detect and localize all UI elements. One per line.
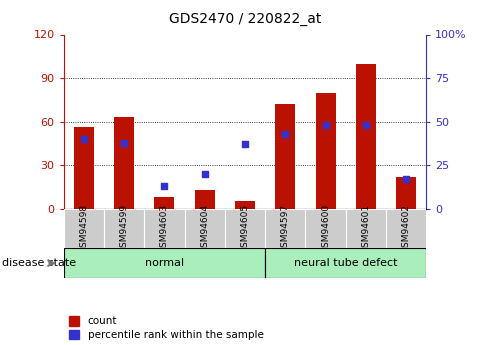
Text: GSM94603: GSM94603 <box>160 204 169 253</box>
Text: GSM94598: GSM94598 <box>79 204 88 253</box>
Bar <box>74 127 94 209</box>
FancyBboxPatch shape <box>104 209 144 248</box>
Text: normal: normal <box>145 258 184 268</box>
Text: neural tube defect: neural tube defect <box>294 258 397 268</box>
Text: GSM94600: GSM94600 <box>321 204 330 253</box>
FancyBboxPatch shape <box>386 209 426 248</box>
Text: disease state: disease state <box>2 258 76 268</box>
FancyBboxPatch shape <box>64 209 104 248</box>
Bar <box>114 117 134 209</box>
Legend: count, percentile rank within the sample: count, percentile rank within the sample <box>69 316 264 340</box>
Bar <box>396 177 416 209</box>
Text: GSM94602: GSM94602 <box>402 204 411 253</box>
FancyBboxPatch shape <box>305 209 346 248</box>
FancyBboxPatch shape <box>225 209 265 248</box>
FancyBboxPatch shape <box>144 209 185 248</box>
Text: GSM94605: GSM94605 <box>241 204 249 253</box>
Text: GSM94604: GSM94604 <box>200 204 209 253</box>
Text: GDS2470 / 220822_at: GDS2470 / 220822_at <box>169 12 321 26</box>
Text: GSM94597: GSM94597 <box>281 204 290 253</box>
Bar <box>356 63 376 209</box>
Point <box>201 171 209 177</box>
Point <box>321 122 329 128</box>
Text: GSM94599: GSM94599 <box>120 204 129 253</box>
FancyBboxPatch shape <box>346 209 386 248</box>
FancyBboxPatch shape <box>265 209 305 248</box>
Bar <box>316 92 336 209</box>
Point <box>362 122 370 128</box>
Point <box>80 136 88 142</box>
Bar <box>154 197 174 209</box>
Point <box>120 140 128 145</box>
FancyBboxPatch shape <box>64 248 265 278</box>
Point <box>402 176 410 182</box>
FancyBboxPatch shape <box>265 248 426 278</box>
Text: GSM94601: GSM94601 <box>361 204 370 253</box>
Bar <box>195 190 215 209</box>
Point <box>161 183 169 189</box>
Point <box>281 131 289 137</box>
Bar <box>275 104 295 209</box>
Bar <box>235 201 255 209</box>
Point <box>241 141 249 147</box>
FancyBboxPatch shape <box>185 209 225 248</box>
